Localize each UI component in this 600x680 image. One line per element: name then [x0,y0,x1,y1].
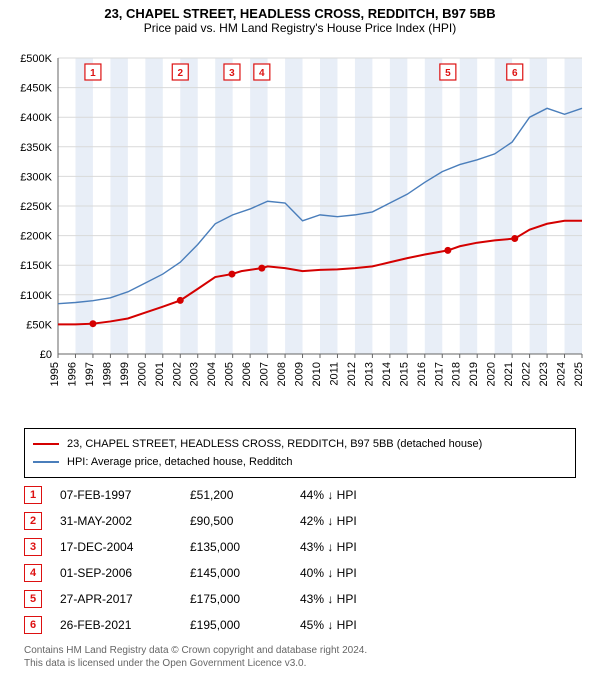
svg-text:2025: 2025 [573,362,585,386]
table-row: 1 07-FEB-1997£51,20044% ↓ HPI [24,482,576,508]
transaction-price: £90,500 [190,514,300,528]
transaction-date: 01-SEP-2006 [60,566,190,580]
transaction-delta: 40% ↓ HPI [300,566,576,580]
svg-text:2020: 2020 [486,362,498,386]
svg-text:£450K: £450K [20,83,52,95]
svg-text:£150K: £150K [20,260,52,272]
footer-line: This data is licensed under the Open Gov… [24,657,576,670]
svg-text:£200K: £200K [20,231,52,243]
legend-item-price-paid: 23, CHAPEL STREET, HEADLESS CROSS, REDDI… [33,436,567,453]
table-row: 3 17-DEC-2004£135,00043% ↓ HPI [24,534,576,560]
svg-text:£400K: £400K [20,112,52,124]
transaction-date: 27-APR-2017 [60,592,190,606]
transaction-marker: 4 [24,564,42,582]
price-chart: £0 £50K £100K £150K £200K £250K £300K £350K £400… [10,48,590,418]
svg-text:2005: 2005 [224,362,236,386]
svg-text:2017: 2017 [433,362,445,386]
svg-text:6: 6 [512,68,518,79]
transaction-delta: 45% ↓ HPI [300,618,576,632]
svg-text:2002: 2002 [171,362,183,386]
svg-text:£250K: £250K [20,201,52,213]
svg-text:2004: 2004 [206,362,218,386]
svg-text:1999: 1999 [119,362,131,386]
svg-text:2007: 2007 [259,362,271,386]
transaction-marker: 6 [24,616,42,634]
svg-text:£100K: £100K [20,290,52,302]
table-row: 6 26-FEB-2021£195,00045% ↓ HPI [24,612,576,638]
svg-text:1997: 1997 [84,362,96,386]
svg-text:2: 2 [177,68,183,79]
transactions-table: 1 07-FEB-1997£51,20044% ↓ HPI 2 31-MAY-2002… [24,482,576,638]
svg-text:1996: 1996 [66,362,78,386]
svg-text:2018: 2018 [451,362,463,386]
table-row: 5 27-APR-2017£175,00043% ↓ HPI [24,586,576,612]
table-row: 2 31-MAY-2002£90,50042% ↓ HPI [24,508,576,534]
legend-item-hpi: HPI: Average price, detached house, Redd… [33,454,567,471]
svg-text:£0: £0 [40,349,52,361]
transaction-marker: 2 [24,512,42,530]
transaction-date: 31-MAY-2002 [60,514,190,528]
svg-text:2022: 2022 [521,362,533,386]
table-row: 4 01-SEP-2006£145,00040% ↓ HPI [24,560,576,586]
svg-text:1998: 1998 [101,362,113,386]
svg-text:2015: 2015 [398,362,410,386]
page-subtitle: Price paid vs. HM Land Registry's House … [0,21,600,39]
transaction-price: £145,000 [190,566,300,580]
svg-text:4: 4 [259,68,265,79]
svg-text:£300K: £300K [20,171,52,183]
transaction-marker: 5 [24,590,42,608]
transaction-marker: 3 [24,538,42,556]
legend: 23, CHAPEL STREET, HEADLESS CROSS, REDDI… [24,428,576,478]
svg-text:1995: 1995 [49,362,61,386]
svg-text:1: 1 [90,68,96,79]
svg-text:2012: 2012 [346,362,358,386]
svg-text:2000: 2000 [136,362,148,386]
transaction-delta: 43% ↓ HPI [300,540,576,554]
svg-text:£50K: £50K [26,319,52,331]
transaction-price: £135,000 [190,540,300,554]
transaction-date: 26-FEB-2021 [60,618,190,632]
svg-text:2016: 2016 [416,362,428,386]
footer-attribution: Contains HM Land Registry data © Crown c… [24,644,576,670]
svg-text:£500K: £500K [20,53,52,65]
svg-text:2021: 2021 [503,362,515,386]
svg-text:2009: 2009 [294,362,306,386]
svg-text:5: 5 [445,68,451,79]
transaction-delta: 43% ↓ HPI [300,592,576,606]
svg-text:2001: 2001 [154,362,166,386]
svg-text:2023: 2023 [538,362,550,386]
transaction-date: 07-FEB-1997 [60,488,190,502]
svg-text:£350K: £350K [20,142,52,154]
transaction-price: £195,000 [190,618,300,632]
svg-text:2010: 2010 [311,362,323,386]
svg-text:2003: 2003 [189,362,201,386]
svg-text:2006: 2006 [241,362,253,386]
footer-line: Contains HM Land Registry data © Crown c… [24,644,576,657]
page-title: 23, CHAPEL STREET, HEADLESS CROSS, REDDI… [0,0,600,21]
svg-text:2019: 2019 [468,362,480,386]
svg-text:2011: 2011 [328,362,340,386]
transaction-price: £51,200 [190,488,300,502]
transaction-price: £175,000 [190,592,300,606]
svg-text:2013: 2013 [363,362,375,386]
svg-text:3: 3 [229,68,235,79]
legend-label: HPI: Average price, detached house, Redd… [67,454,292,471]
legend-label: 23, CHAPEL STREET, HEADLESS CROSS, REDDI… [67,436,482,453]
transaction-delta: 44% ↓ HPI [300,488,576,502]
svg-text:2008: 2008 [276,362,288,386]
svg-text:2024: 2024 [556,362,568,386]
transaction-delta: 42% ↓ HPI [300,514,576,528]
transaction-marker: 1 [24,486,42,504]
transaction-date: 17-DEC-2004 [60,540,190,554]
svg-text:2014: 2014 [381,362,393,386]
